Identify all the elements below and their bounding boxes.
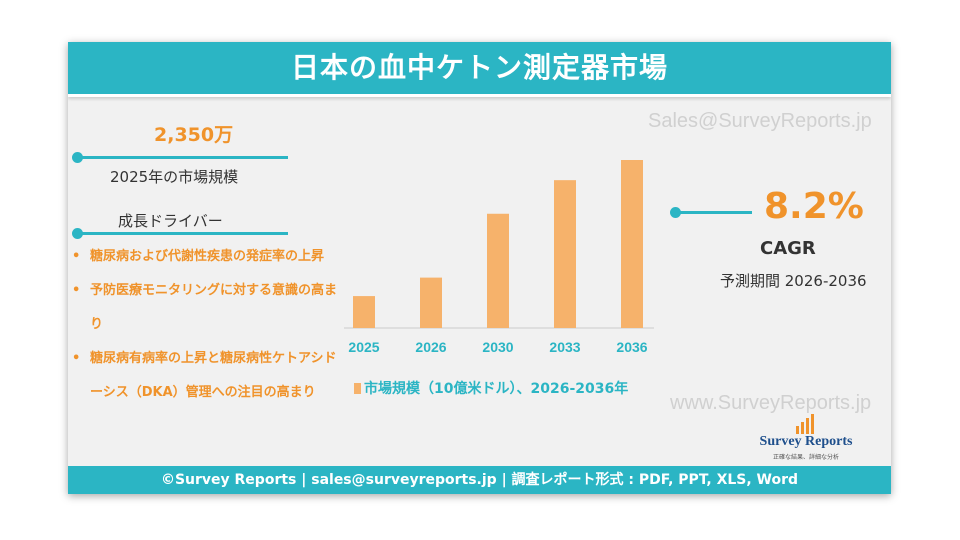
- chart-legend: 市場規模（10億米ドル）、2026-2036年: [354, 378, 628, 398]
- header-bar: 日本の血中ケトン測定器市場: [68, 42, 891, 97]
- forecast-period: 予測期間 2026-2036: [720, 272, 867, 290]
- infographic-card: 日本の血中ケトン測定器市場 Sales@SurveyReports.jp www…: [68, 42, 891, 494]
- bar-2026: [420, 277, 442, 328]
- cagr-label: CAGR: [760, 238, 816, 259]
- survey-reports-logo: Survey Reports 正確な結果、詳細な分析: [746, 412, 866, 462]
- driver-item: • 糖尿病および代謝性疾患の発症率の上昇: [72, 249, 325, 264]
- legend-swatch: [354, 383, 361, 394]
- market-size-value: 2,350万: [154, 124, 234, 146]
- bar-2030: [487, 213, 509, 328]
- drivers-list: • 糖尿病および代謝性疾患の発症率の上昇 • 予防医療モニタリングに対する意識の高ま…: [68, 240, 348, 410]
- watermark-url: www.SurveyReports.jp: [670, 392, 872, 414]
- x-tick-label: 2030: [482, 339, 513, 355]
- x-tick-label: 2033: [549, 339, 580, 355]
- cagr-line: [676, 211, 752, 214]
- x-tick-label: 2025: [348, 339, 379, 355]
- cagr-dot: [670, 207, 681, 218]
- x-tick-label: 2026: [415, 339, 446, 355]
- footer-text: ©Survey Reports | sales@surveyreports.jp…: [160, 472, 799, 488]
- footer-bar: ©Survey Reports | sales@surveyreports.jp…: [68, 466, 891, 494]
- legend-label: 市場規模（10億米ドル）、2026-2036年: [364, 381, 629, 397]
- drivers-line: [78, 232, 288, 235]
- page-title: 日本の血中ケトン測定器市場: [290, 51, 668, 84]
- market-size-dot: [72, 152, 83, 163]
- bar-2033: [554, 180, 576, 328]
- bar-2036: [621, 160, 643, 328]
- driver-item: • 予防医療モニタリングに対する意識の高まり: [72, 283, 338, 332]
- bar-2025: [353, 296, 375, 328]
- drivers-heading: 成長ドライバー: [118, 212, 223, 230]
- market-bar-chart: 2025 2026 2030 2033 2036: [344, 160, 654, 355]
- x-tick-label: 2036: [616, 339, 647, 355]
- market-size-line: [78, 156, 288, 159]
- market-size-label: 2025年の市場規模: [110, 168, 239, 186]
- logo-bars-icon: [796, 414, 814, 434]
- drivers-dot: [72, 228, 83, 239]
- watermark-email: Sales@SurveyReports.jp: [648, 110, 872, 132]
- cagr-value: 8.2%: [764, 186, 864, 227]
- logo-tagline: 正確な結果、詳細な分析: [772, 454, 839, 461]
- logo-name: Survey Reports: [759, 434, 853, 449]
- driver-item: • 糖尿病有病率の上昇と糖尿病性ケトアシドーシス（DKA）管理への注目の高まり: [72, 351, 337, 400]
